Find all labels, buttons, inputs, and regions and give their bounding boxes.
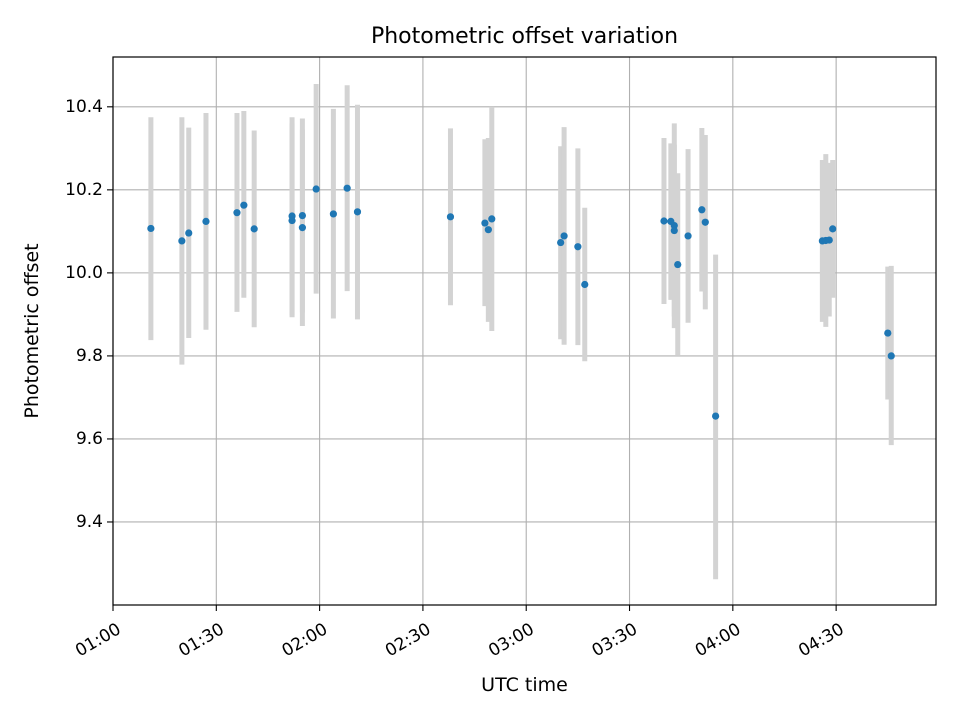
chart-title: Photometric offset variation	[371, 24, 678, 49]
data-point	[250, 225, 258, 233]
data-point	[884, 329, 892, 337]
data-point	[484, 226, 492, 234]
data-point	[178, 237, 186, 245]
data-point	[233, 209, 241, 217]
data-point	[670, 226, 678, 235]
y-tick-label: 10.0	[65, 263, 103, 283]
data-point	[712, 412, 720, 420]
data-point	[574, 243, 582, 251]
data-point	[674, 260, 682, 269]
grid	[112, 57, 936, 605]
data-point	[825, 236, 833, 244]
data-point	[887, 352, 895, 360]
data-point	[660, 217, 668, 225]
data-point	[560, 232, 568, 240]
y-tick-label: 9.4	[76, 512, 103, 532]
data-point	[298, 211, 306, 220]
y-tick-label: 9.8	[76, 346, 103, 366]
data-point	[288, 216, 296, 225]
y-tick-label: 9.6	[76, 429, 103, 449]
data-point	[488, 215, 496, 223]
data-point	[353, 208, 362, 216]
data-point	[185, 229, 193, 237]
y-axis-label: Photometric offset	[21, 243, 43, 418]
data-point	[684, 232, 692, 240]
plot-frame	[112, 56, 937, 606]
data-point	[343, 184, 351, 192]
data-point	[670, 221, 678, 230]
y-tick-label: 10.4	[65, 97, 103, 117]
data-point	[481, 219, 489, 227]
data-point	[202, 217, 210, 225]
data-point	[147, 224, 155, 233]
data-point	[312, 185, 320, 193]
data-point	[446, 213, 455, 221]
data-point	[557, 238, 565, 247]
data-point	[329, 210, 337, 218]
data-point	[829, 225, 837, 233]
data-point	[240, 201, 248, 209]
data-point	[698, 206, 706, 214]
x-axis-label: UTC time	[481, 674, 568, 696]
data-point	[581, 280, 589, 289]
data-point	[298, 224, 306, 232]
y-axis-ticks: 9.4 9.6 9.8 10.0 10.2 10.4	[65, 97, 113, 532]
y-tick-label: 10.2	[65, 180, 103, 200]
data-point	[701, 218, 709, 226]
data-points	[147, 184, 895, 420]
